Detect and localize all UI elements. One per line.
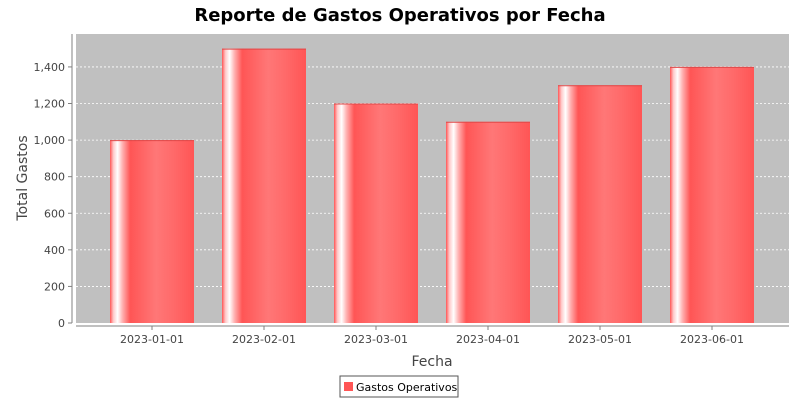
x-axis-label: Fecha	[411, 354, 452, 370]
x-tick-label: 2023-03-01	[344, 333, 408, 346]
x-tick-label: 2023-05-01	[568, 333, 632, 346]
x-tick-label: 2023-01-01	[120, 333, 184, 346]
legend-box	[339, 375, 459, 398]
legend: Gastos Operativos	[339, 375, 459, 398]
y-tick-label: 200	[44, 280, 65, 293]
legend-swatch	[344, 382, 353, 391]
y-tick-label: 800	[44, 171, 65, 184]
bar	[110, 140, 194, 323]
y-tick-label: 600	[44, 207, 65, 220]
gridlines	[76, 66, 789, 287]
y-tick-label: 1,000	[34, 134, 66, 147]
y-axis-label: Total Gastos	[15, 135, 31, 221]
bar	[334, 103, 418, 323]
legend-label: Gastos Operativos	[356, 381, 458, 394]
bar	[446, 121, 530, 323]
bars	[110, 48, 754, 324]
x-axis-ticks: 2023-01-01 2023-02-01 2023-03-01 2023-04-01…	[120, 326, 744, 346]
y-tick-label: 0	[58, 317, 65, 330]
y-axis-ticks: 0 200 400 600 800 1,000 1,200 1,400	[34, 61, 72, 330]
bar	[558, 85, 642, 324]
chart-title: Reporte de Gastos Operativos por Fecha	[194, 5, 605, 26]
bar	[670, 66, 754, 324]
x-tick-label: 2023-06-01	[680, 333, 744, 346]
bar	[222, 48, 306, 324]
y-tick-label: 1,400	[34, 61, 66, 74]
x-tick-label: 2023-04-01	[456, 333, 520, 346]
y-tick-label: 400	[44, 244, 65, 257]
x-tick-label: 2023-02-01	[232, 333, 296, 346]
y-tick-label: 1,200	[34, 98, 66, 111]
